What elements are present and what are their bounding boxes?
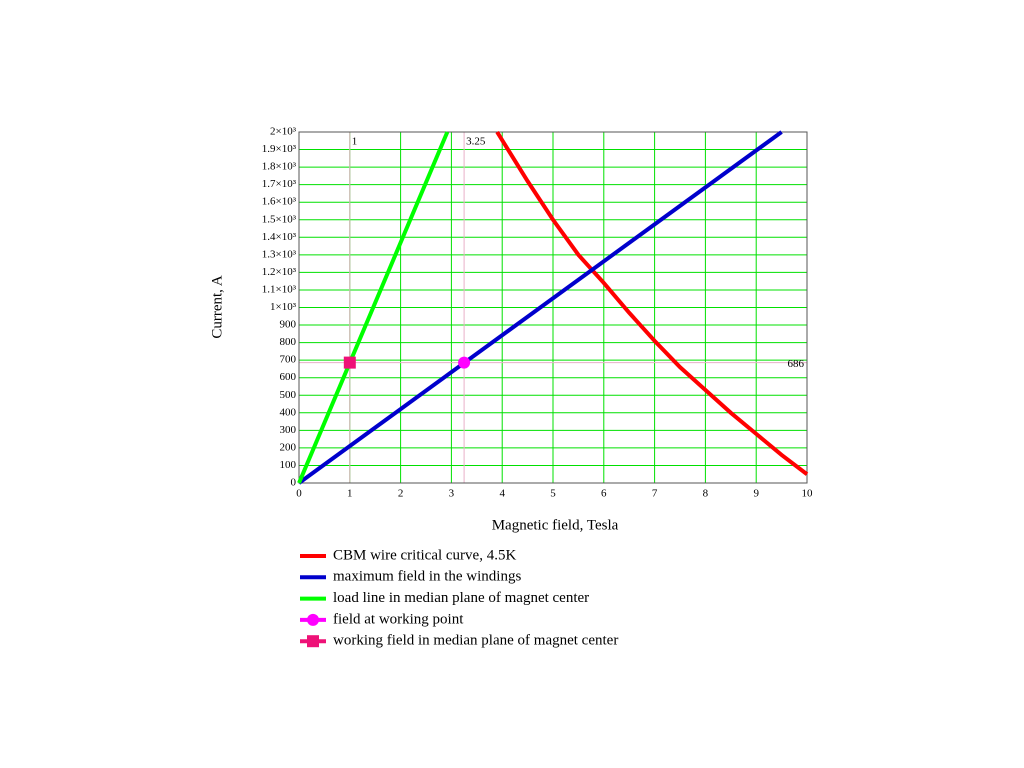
y-tick-label: 800	[280, 336, 297, 348]
x-tick-label: 4	[499, 488, 505, 500]
x-tick-label: 1	[347, 488, 353, 500]
y-tick-label: 600	[280, 371, 297, 383]
y-tick-label: 200	[280, 441, 297, 453]
x-axis-label: Magnetic field, Tesla	[492, 517, 619, 533]
legend-marker	[307, 613, 319, 626]
x-tick-label: 0	[296, 488, 302, 500]
data-line	[297, 130, 783, 485]
y-tick-label: 900	[280, 319, 297, 331]
y-tick-label: 1.8×10³	[262, 161, 297, 173]
x-tick-label: 3	[449, 488, 455, 500]
x-tick-label: 2	[398, 488, 404, 500]
legend-label: working field in median plane of magnet …	[333, 633, 618, 649]
x-tick-label: 9	[753, 488, 759, 500]
data-point	[458, 356, 471, 369]
y-tick-label: 1.5×10³	[262, 213, 297, 225]
x-tick-label: 8	[703, 488, 709, 500]
data-line	[495, 130, 809, 476]
plot-frame	[298, 131, 808, 484]
data-line	[297, 131, 450, 484]
data-point	[343, 356, 356, 369]
y-tick-label: 1.6×10³	[262, 196, 297, 208]
marker-label: 1	[352, 136, 358, 148]
y-tick-label: 1.9×10³	[262, 143, 297, 155]
legend-label: maximum field in the windings	[333, 569, 521, 585]
y-tick-label: 500	[280, 389, 297, 401]
legend-label: load line in median plane of magnet cent…	[333, 590, 589, 606]
marker-label: 3.25	[466, 136, 486, 148]
y-tick-label: 1.1×10³	[262, 283, 297, 295]
y-tick-label: 700	[280, 354, 297, 366]
legend-label: field at working point	[333, 611, 464, 627]
x-tick-label: 6	[601, 488, 607, 500]
legend-marker	[307, 635, 319, 648]
y-tick-label: 1.2×10³	[262, 266, 297, 278]
y-tick-label: 2×10³	[270, 126, 297, 138]
y-tick-label: 400	[280, 406, 297, 418]
y-tick-label: 100	[280, 459, 297, 471]
y-tick-label: 0	[291, 477, 297, 489]
legend-label: CBM wire critical curve, 4.5K	[333, 547, 516, 563]
x-tick-label: 7	[652, 488, 658, 500]
x-tick-label: 5	[550, 488, 556, 500]
marker-label: 686	[788, 358, 805, 370]
y-axis-label: Current, A	[209, 275, 225, 338]
x-tick-label: 10	[802, 488, 814, 500]
y-tick-label: 1.7×10³	[262, 178, 297, 190]
y-tick-label: 1.3×10³	[262, 248, 297, 260]
y-tick-label: 300	[280, 424, 297, 436]
y-tick-label: 1×10³	[270, 301, 297, 313]
y-tick-label: 1.4×10³	[262, 231, 297, 243]
